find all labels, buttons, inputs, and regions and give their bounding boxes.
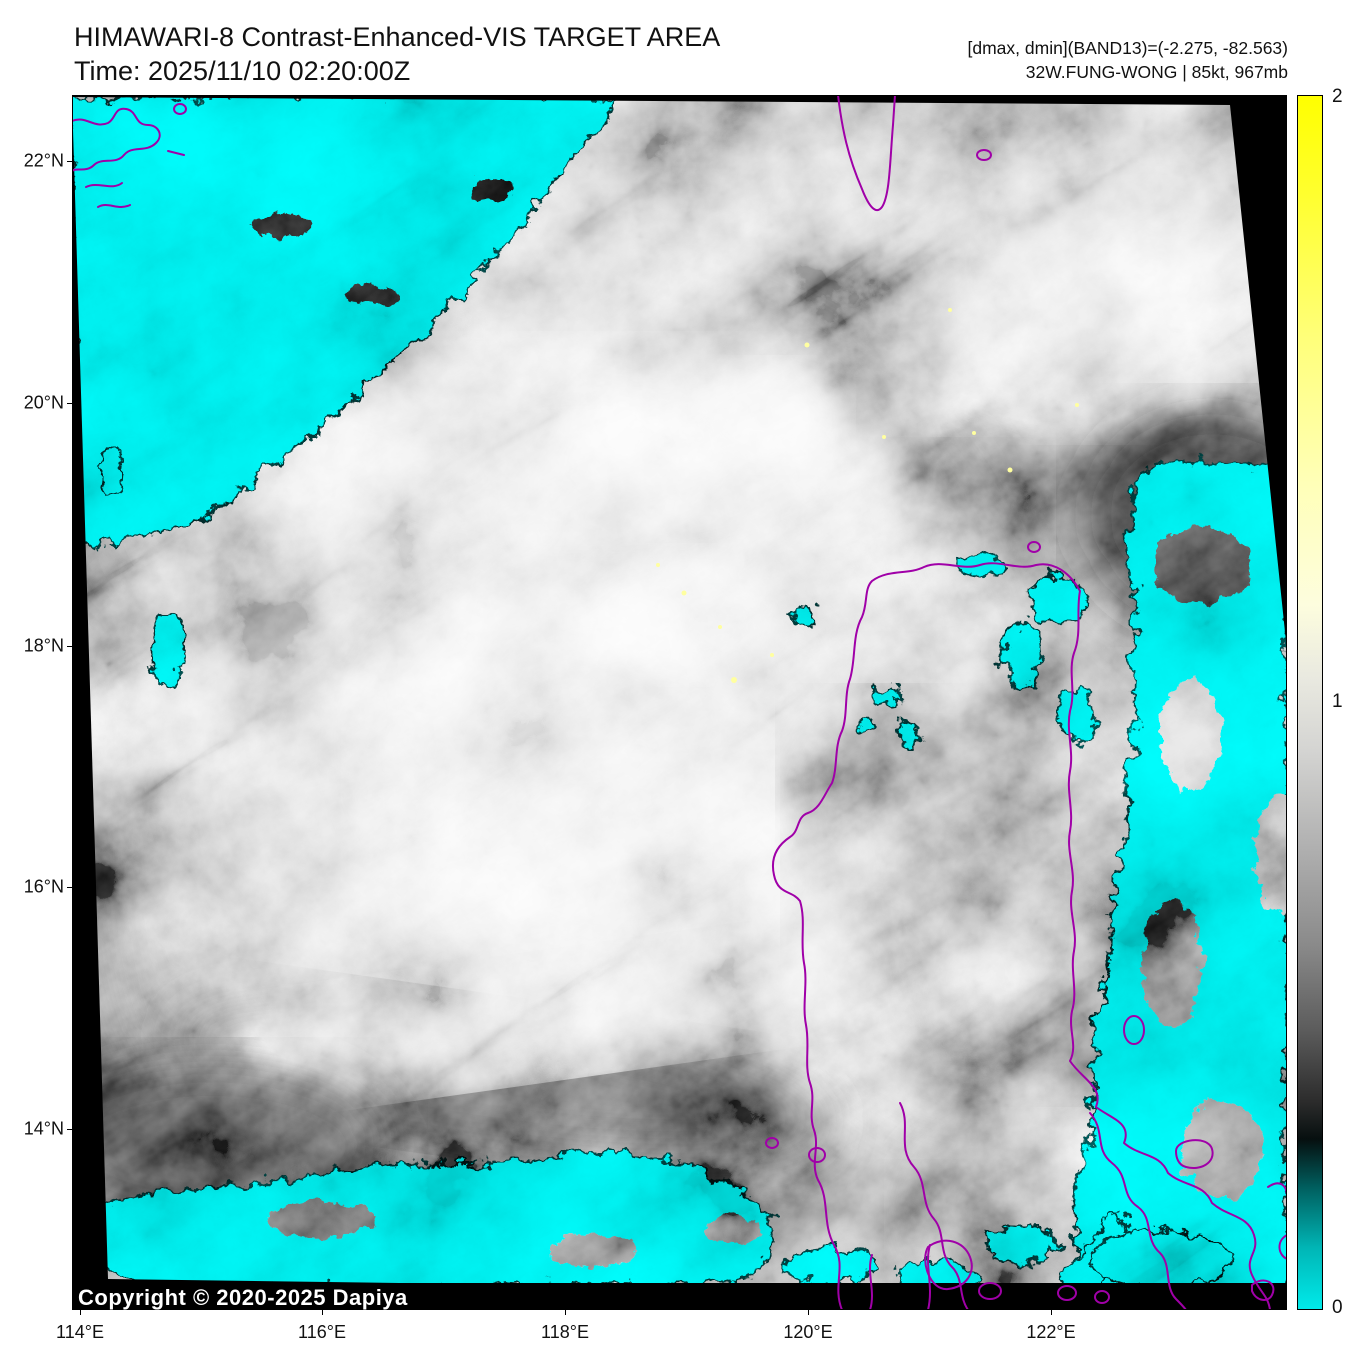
lon-tick: [80, 1310, 81, 1315]
coastline-overlay: [72, 95, 1287, 1310]
storm-info-text: 32W.FUNG-WONG | 85kt, 967mb: [1025, 62, 1288, 82]
lon-tick: [808, 1310, 809, 1315]
header-title-block: HIMAWARI-8 Contrast-Enhanced-VIS TARGET …: [74, 20, 720, 88]
lat-tick: [67, 887, 72, 888]
lon-label-118e: 118°E: [541, 1322, 589, 1342]
lat-label-16n: 16°N: [23, 876, 64, 897]
lon-label-114e: 114°E: [56, 1322, 104, 1342]
lon-label-120e: 120°E: [783, 1322, 833, 1342]
satellite-image: [72, 95, 1287, 1310]
lat-tick: [67, 403, 72, 404]
cloud-field: [72, 97, 1287, 1295]
lon-label-122e: 122°E: [1026, 1322, 1076, 1342]
lon-label-116e: 116°E: [298, 1322, 346, 1342]
colorbar-tick-0: 0: [1332, 1297, 1343, 1318]
colorbar-tick-2: 2: [1332, 86, 1343, 107]
map-frame-border: [72, 95, 1287, 1310]
colorbar-tick-1: 1: [1332, 691, 1343, 712]
lat-tick: [67, 1129, 72, 1130]
colorbar: [1297, 95, 1323, 1310]
lon-tick: [565, 1310, 566, 1315]
lat-tick: [67, 161, 72, 162]
lat-label-18n: 18°N: [23, 635, 64, 656]
coastline-china: [72, 107, 161, 172]
lon-tick: [322, 1310, 323, 1315]
page-title: HIMAWARI-8 Contrast-Enhanced-VIS TARGET …: [74, 22, 721, 52]
copyright-bar: [72, 1283, 1287, 1310]
header-info-block: [dmax, dmin](BAND13)=(-2.275, -82.563) 3…: [968, 36, 1289, 84]
bright-pixel-specks: [656, 308, 1079, 683]
lat-label-20n: 20°N: [23, 392, 64, 413]
lat-label-22n: 22°N: [23, 150, 64, 171]
lat-tick: [67, 646, 72, 647]
lat-label-14n: 14°N: [23, 1118, 64, 1139]
band-stats-text: [dmax, dmin](BAND13)=(-2.275, -82.563): [967, 38, 1289, 58]
coastline-luzon: [772, 562, 1271, 1310]
coastline-taiwan: [837, 95, 896, 212]
copyright-text: Copyright © 2020-2025 Dapiya: [78, 1285, 408, 1310]
satellite-map: Copyright © 2020-2025 Dapiya: [72, 95, 1287, 1310]
time-subtitle: Time: 2025/11/10 02:20:00Z: [74, 56, 411, 86]
lon-tick: [1051, 1310, 1052, 1315]
